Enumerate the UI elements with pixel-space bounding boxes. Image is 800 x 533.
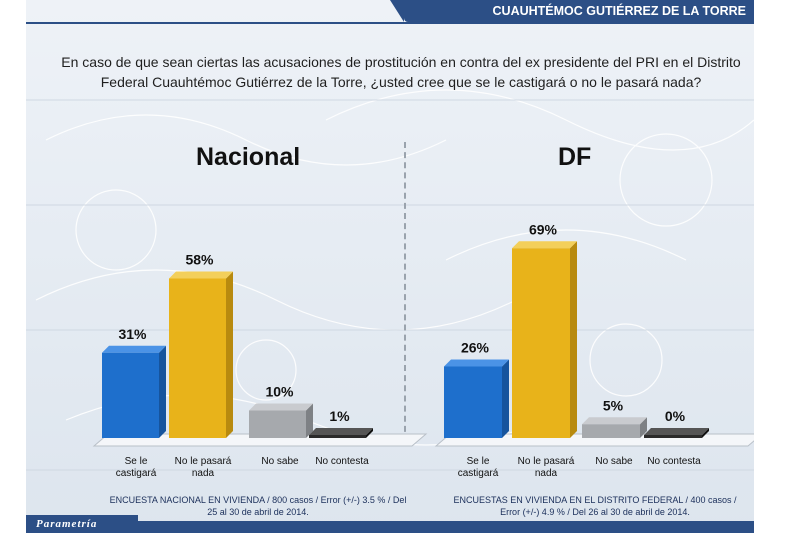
- bar-top-0-0: [102, 345, 166, 353]
- bar-charts: 31% 58% 10% 1% 26% 69% 5% 0%: [92, 221, 754, 447]
- panel-title-df: DF: [558, 143, 592, 171]
- slide: CUAUHTÉMOC GUTIÉRREZ DE LA TORRE En caso…: [26, 0, 754, 533]
- bar-side-1-1: [570, 241, 577, 438]
- bar-top-1-1: [512, 241, 577, 249]
- footnote-df: ENCUESTAS EN VIVIENDA EN EL DISTRITO FED…: [453, 495, 737, 517]
- footnote-nacional: ENCUESTA NACIONAL EN VIVIENDA / 800 caso…: [109, 495, 407, 517]
- category-label-0-1: No le pasará nada: [174, 456, 232, 479]
- survey-question: En caso de que sean ciertas las acusacio…: [61, 54, 741, 90]
- bar-top-0-3: [309, 428, 373, 435]
- footer-bar: [26, 521, 754, 533]
- category-label-0-0: Se le castigará: [115, 456, 157, 479]
- header-title: CUAUHTÉMOC GUTIÉRREZ DE LA TORRE: [492, 4, 746, 18]
- brand-logo-text: Parametría: [36, 518, 98, 530]
- bar-value-label-0-3: 1%: [329, 408, 350, 424]
- bar-value-label-0-1: 58%: [185, 252, 214, 268]
- bar-0-1: [169, 278, 226, 438]
- bar-value-label-0-0: 31%: [118, 326, 147, 342]
- bar-value-label-0-2: 10%: [265, 384, 294, 400]
- brand-logo: Parametría: [26, 515, 138, 533]
- bar-side-0-0: [159, 345, 166, 438]
- bar-1-3: [644, 435, 702, 438]
- category-label-1-2: No sabe: [595, 456, 633, 467]
- bar-0-3: [309, 435, 366, 438]
- panel-divider: [404, 142, 406, 442]
- bar-top-0-2: [249, 403, 313, 411]
- bar-value-label-1-3: 0%: [665, 408, 686, 424]
- category-label-0-2: No sabe: [261, 456, 299, 467]
- bar-side-0-2: [306, 403, 313, 438]
- bar-side-1-2: [640, 417, 647, 438]
- bar-side-0-3: [366, 428, 373, 438]
- bar-top-1-2: [582, 417, 647, 425]
- bar-1-2: [582, 424, 640, 438]
- bar-1-1: [512, 248, 570, 438]
- header-title-bar: CUAUHTÉMOC GUTIÉRREZ DE LA TORRE: [390, 0, 754, 22]
- bar-top-1-3: [644, 428, 709, 435]
- panel-title-nacional: Nacional: [196, 143, 301, 171]
- category-label-0-3: No contesta: [315, 456, 369, 467]
- bar-value-label-1-1: 69%: [529, 221, 558, 237]
- bar-top-1-0: [444, 359, 509, 367]
- bar-value-label-1-2: 5%: [603, 397, 624, 413]
- bar-side-0-1: [226, 271, 233, 438]
- bar-0-2: [249, 410, 306, 438]
- bar-1-0: [444, 366, 502, 438]
- category-label-1-1: No le pasará nada: [517, 456, 575, 479]
- header-rule: [26, 22, 754, 24]
- category-label-1-3: No contesta: [647, 456, 701, 467]
- category-label-1-0: Se le castigará: [457, 456, 499, 479]
- bar-value-label-1-0: 26%: [461, 340, 490, 356]
- bar-top-0-1: [169, 271, 233, 279]
- bar-0-0: [102, 352, 159, 438]
- bar-side-1-0: [502, 359, 509, 438]
- bar-side-1-3: [702, 428, 709, 438]
